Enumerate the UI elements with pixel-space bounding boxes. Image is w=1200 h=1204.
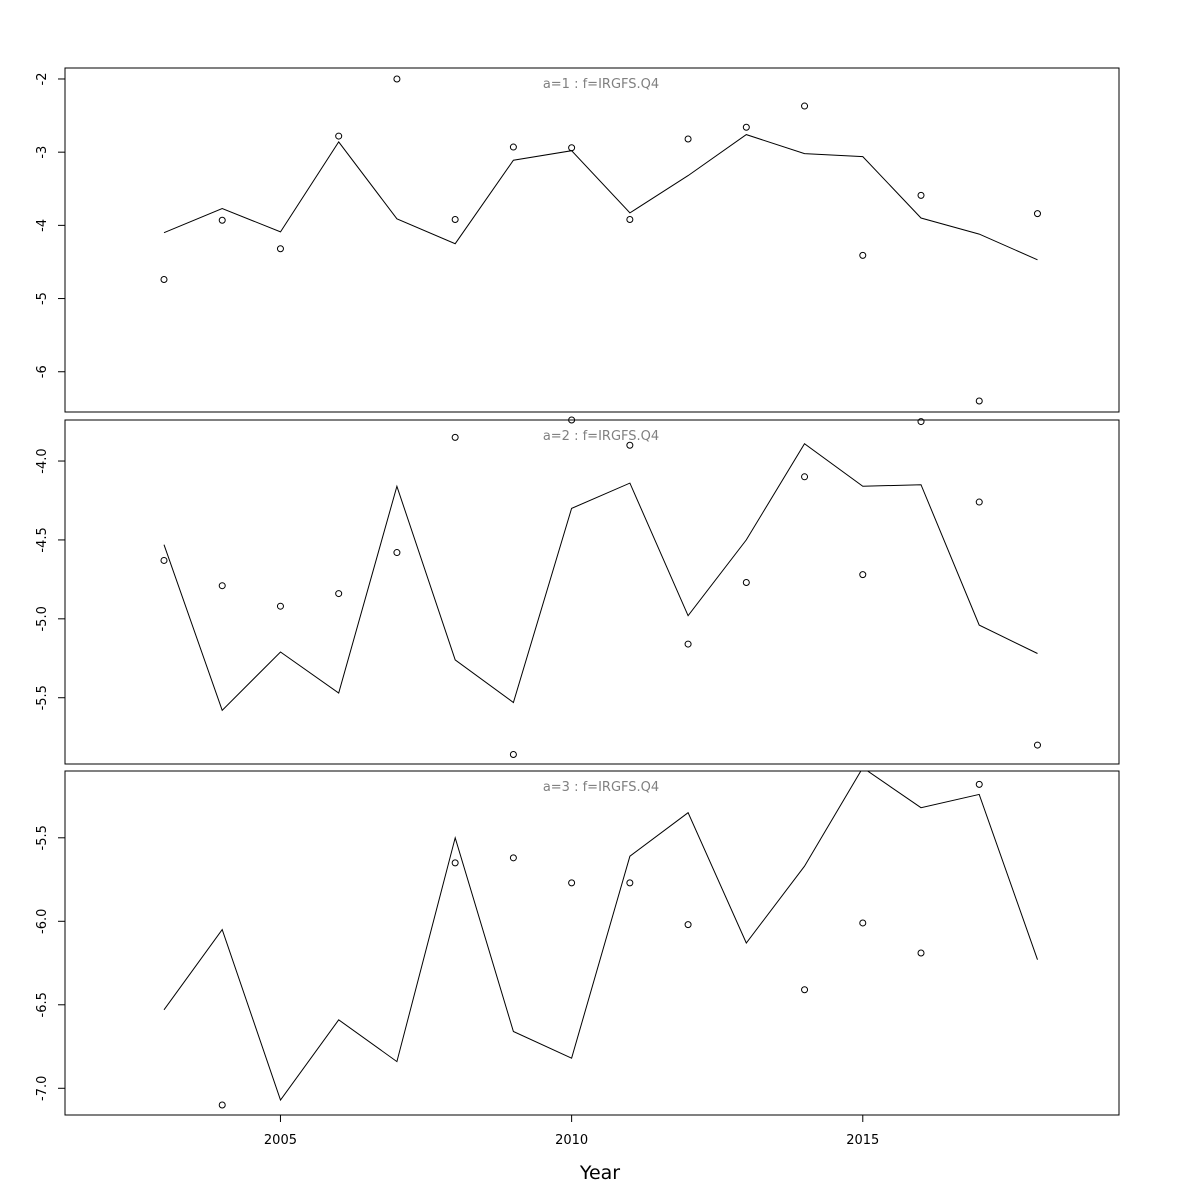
data-point	[917, 949, 925, 957]
data-point	[568, 879, 576, 887]
y-tick-label: -7.0	[35, 1076, 50, 1101]
data-point	[393, 75, 401, 83]
data-point	[684, 921, 692, 929]
data-point	[218, 582, 226, 590]
data-point	[1033, 210, 1041, 218]
y-tick-label: -6	[35, 365, 50, 378]
data-point	[917, 418, 925, 426]
panel-frame	[64, 67, 1120, 413]
data-point	[568, 416, 576, 424]
data-point	[335, 590, 343, 598]
data-point	[859, 919, 867, 927]
panel-frame	[64, 419, 1120, 765]
data-point	[626, 441, 634, 449]
y-tick-label: -6.5	[35, 992, 50, 1017]
y-tick-label: -4.0	[35, 448, 50, 473]
data-point	[509, 143, 517, 151]
panel-title: a=1 : f=IRGFS.Q4	[543, 77, 659, 92]
data-point	[509, 751, 517, 759]
data-point	[451, 433, 459, 441]
data-point	[975, 397, 983, 405]
data-point	[742, 123, 750, 131]
x-tick-label: 2015	[846, 1133, 879, 1148]
y-tick-label: -5.0	[35, 606, 50, 631]
x-tick-label: 2005	[264, 1133, 297, 1148]
y-tick-label: -3	[35, 146, 50, 159]
data-point	[1033, 741, 1041, 749]
y-tick-label: -4	[35, 219, 50, 232]
data-point	[917, 191, 925, 199]
panel-2: -4.0 -4.5 -5.0 -5.5 a=2 : f=IRGFS.Q4	[35, 416, 1120, 765]
data-point	[742, 579, 750, 587]
data-point	[684, 640, 692, 648]
series-line	[163, 771, 1038, 1102]
data-point	[218, 1101, 226, 1109]
data-point	[859, 251, 867, 259]
data-point	[276, 245, 284, 253]
y-tick-label: -6.0	[35, 909, 50, 934]
data-point	[160, 556, 168, 564]
data-point	[859, 571, 867, 579]
panel-3: -5.5 -6.0 -6.5 -7.0 a=3 : f=IRGFS.Q4	[35, 770, 1120, 1116]
data-point	[801, 102, 809, 110]
x-tick-label: 2010	[555, 1133, 588, 1148]
y-tick-label: -2	[35, 72, 50, 85]
data-point	[568, 144, 576, 152]
panel-1: -2 -3 -4 -5 -6 a=1 : f=IRGFS.Q4	[35, 67, 1120, 413]
data-point	[801, 473, 809, 481]
series-line	[163, 134, 1038, 261]
y-tick-label: -5.5	[35, 825, 50, 850]
y-tick-label: -4.5	[35, 527, 50, 552]
data-point	[801, 986, 809, 994]
x-axis-title: Year	[579, 1162, 620, 1184]
panel-title: a=2 : f=IRGFS.Q4	[543, 429, 659, 444]
y-tick-label: -5	[35, 292, 50, 305]
data-point	[393, 549, 401, 557]
series-line	[163, 442, 1038, 712]
data-point	[509, 854, 517, 862]
panel-frame	[64, 770, 1120, 1116]
data-point	[451, 859, 459, 867]
data-point	[218, 216, 226, 224]
data-point	[975, 780, 983, 788]
data-point	[451, 216, 459, 224]
data-point	[276, 602, 284, 610]
data-point	[626, 216, 634, 224]
data-point	[160, 276, 168, 284]
data-point	[975, 498, 983, 506]
data-point	[335, 132, 343, 140]
data-point	[626, 879, 634, 887]
y-tick-label: -5.5	[35, 685, 50, 710]
data-point	[684, 135, 692, 143]
panel-title: a=3 : f=IRGFS.Q4	[543, 780, 659, 795]
